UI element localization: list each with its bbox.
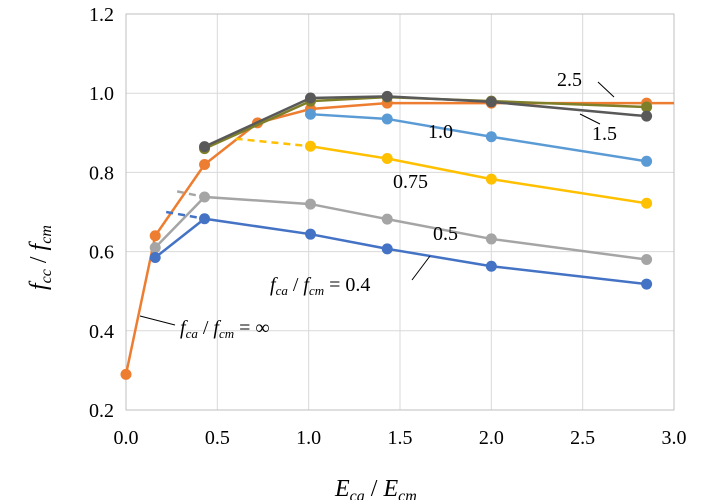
series-1.5 xyxy=(199,90,653,153)
x-axis-title: Eca / Ecm xyxy=(334,476,417,500)
x-tick-label: 3.0 xyxy=(662,427,687,449)
data-point xyxy=(641,254,653,266)
series-line xyxy=(310,145,647,205)
series-dashed-segment xyxy=(235,137,311,148)
y-tick-label: 0.4 xyxy=(89,321,114,343)
data-point xyxy=(199,141,211,153)
label-1-0: 1.0 xyxy=(428,121,453,143)
data-point xyxy=(120,368,132,380)
data-point xyxy=(304,228,316,240)
data-point xyxy=(381,90,393,102)
series-line xyxy=(154,195,647,261)
data-point xyxy=(304,198,316,210)
data-point xyxy=(381,153,393,165)
data-point xyxy=(641,278,653,290)
series-line xyxy=(204,95,647,150)
y-tick-labels: 0.2 0.4 0.6 0.8 1.0 1.2 xyxy=(89,4,114,422)
leader-0-4 xyxy=(411,255,431,281)
series-group xyxy=(120,90,674,380)
leader-inf xyxy=(139,315,176,326)
label-1-5: 1.5 xyxy=(592,123,617,145)
data-point xyxy=(149,252,161,264)
y-tick-label: 0.2 xyxy=(89,400,114,422)
data-point xyxy=(199,191,211,203)
x-tick-labels: 0.0 0.5 1.0 1.5 2.0 2.5 3.0 xyxy=(114,427,687,449)
data-point xyxy=(199,213,211,225)
y-axis-title: fcc / fcm xyxy=(26,225,55,290)
data-point xyxy=(641,197,653,209)
data-point xyxy=(381,113,393,125)
label-0-75: 0.75 xyxy=(393,171,428,193)
y-tick-label: 1.2 xyxy=(89,4,114,26)
data-point xyxy=(641,101,653,113)
grid xyxy=(125,13,675,411)
data-point xyxy=(381,243,393,255)
data-point xyxy=(485,233,497,245)
data-point xyxy=(641,155,653,167)
series-dashed-segment xyxy=(165,210,205,220)
data-point xyxy=(485,260,497,272)
series-2.5 xyxy=(199,91,653,155)
x-tick-label: 1.5 xyxy=(388,427,413,449)
data-point xyxy=(641,110,653,122)
series-line xyxy=(310,112,647,163)
leader-2-5 xyxy=(597,81,615,98)
data-point xyxy=(199,158,211,170)
annotation-leaders xyxy=(139,81,615,326)
data-point xyxy=(485,96,497,108)
label-0-4: fca / fcm = 0.4 xyxy=(270,274,370,298)
label-0-5: 0.5 xyxy=(433,223,458,245)
data-point xyxy=(304,108,316,120)
plot-frame xyxy=(125,13,675,411)
series-0.75 xyxy=(235,137,653,209)
data-point xyxy=(485,131,497,143)
leader-1-5 xyxy=(579,113,601,125)
label-inf: fca / fcm = ∞ xyxy=(180,317,270,341)
data-point xyxy=(149,230,161,242)
data-point xyxy=(304,140,316,152)
x-tick-label: 2.0 xyxy=(479,427,504,449)
data-point xyxy=(381,213,393,225)
y-tick-label: 0.8 xyxy=(89,162,114,184)
series-dashed-segment xyxy=(176,190,205,199)
series-1.0 xyxy=(304,108,653,167)
x-tick-label: 0.0 xyxy=(114,427,139,449)
x-tick-label: 0.5 xyxy=(205,427,230,449)
y-tick-label: 1.0 xyxy=(89,83,114,105)
series-line xyxy=(154,217,647,286)
series-0.5 xyxy=(149,190,653,266)
data-point xyxy=(149,242,161,254)
x-tick-label: 2.5 xyxy=(570,427,595,449)
data-point xyxy=(485,173,497,185)
data-point xyxy=(304,92,316,104)
x-tick-label: 1.0 xyxy=(296,427,321,449)
series-0.4 xyxy=(149,210,653,290)
y-tick-label: 0.6 xyxy=(89,242,114,264)
label-2-5: 2.5 xyxy=(557,69,582,91)
